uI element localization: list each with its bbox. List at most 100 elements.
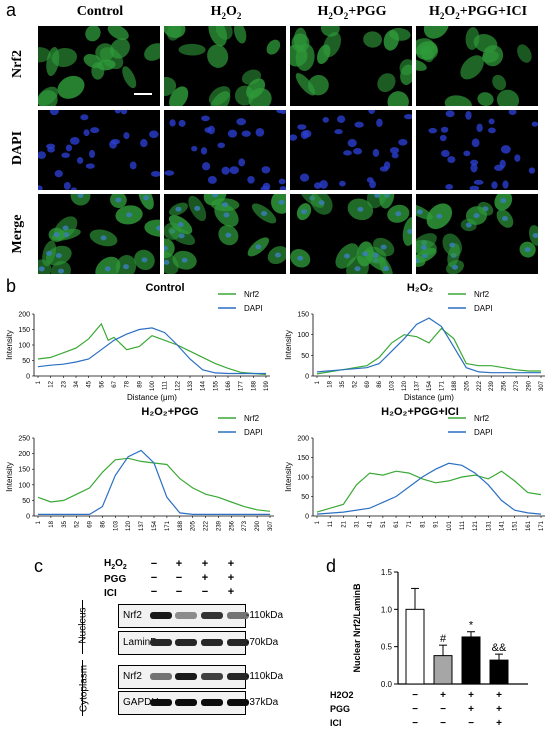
legend-label: DAPI [474,304,493,313]
nucleus-blob [297,255,304,261]
x-tick-label: 188 [452,380,458,391]
micrograph-merge-3 [416,194,538,274]
nucleus-blob [528,167,536,174]
nucleus-blob [38,151,46,159]
chart-title: H₂O₂ [407,282,433,294]
blot-nrf2-2: Nrf2 [118,665,249,689]
x-tick-label: 52 [352,380,358,387]
cell-blob [477,92,494,106]
profile-chart-1: H₂O₂ Nrf2 DAPI 0 50 100 150 1 18 35 52 69 86 103 120 13… [284,282,545,402]
nucleus-blob [114,110,121,114]
nucleus-blob [398,138,408,146]
blot-band [201,673,223,680]
x-tick-label: 307 [539,380,545,391]
nucleus-blob [470,159,479,166]
x-tick-label: 205 [191,520,197,531]
cell-blob [85,26,101,42]
nucleus-blob [494,164,504,171]
cell-blob [38,90,58,106]
cell-blob [169,86,189,106]
nucleus-blob [212,194,219,198]
nucleus-blob [141,257,148,263]
blot-protein-label: Nrf2 [123,610,142,621]
y-tick-label: 1.0 [381,605,393,614]
x-tick-label: 121 [473,520,479,531]
nucleus-blob [343,150,352,156]
nucleus-blob [500,145,511,154]
blot-band [150,612,172,619]
x-tick-label: 155 [213,380,219,391]
chart-legend: Nrf2 DAPI [448,290,493,313]
nucleus-blob [38,185,43,190]
nucleus-blob [175,206,182,212]
nucleus-blob [62,225,69,231]
cell-blob [164,76,177,97]
micrograph-dapi-1 [164,110,286,190]
cell-blob [517,44,532,63]
x-tick-label: 137 [139,520,145,531]
y-tick-label: 150 [18,467,30,474]
nucleus-blob [319,179,328,189]
nucleus-blob [155,225,160,231]
treatment-label-pgg: PGG [330,704,350,714]
treatment-sign: + [496,704,502,715]
x-tick-label: 31 [355,520,361,527]
nucleus-blob [297,124,307,130]
y-tick-label: 50 [22,498,30,505]
nucleus-blob [362,251,369,257]
nucleus-blob [61,152,70,158]
nucleus-blob [347,139,357,148]
wb-sign-ici-3: + [227,586,235,598]
nucleus-blob [69,137,80,145]
nucleus-blob [217,142,226,149]
x-tick-label: 131 [486,520,492,531]
x-tick-label: 89 [137,380,143,387]
cell-blob [444,95,472,106]
nucleus-blob [85,163,95,169]
x-tick-label: 86 [100,520,106,527]
y-tick-label: 0 [26,374,30,381]
nucleus-blob [465,111,472,120]
nucleus-blob [70,187,77,190]
nucleus-blob [428,127,438,134]
nucleus-blob [140,139,148,148]
cell-blob [460,55,484,80]
cell-blob [51,47,77,67]
nucleus-blob [318,200,325,206]
nucleus-blob [164,245,168,251]
x-tick-label: 1 [315,520,321,524]
nucleus-blob [53,232,60,238]
nucleus-blob [354,121,364,128]
nucleus-blob [274,252,281,258]
nucleus-blob [38,266,45,272]
cell-blob [107,26,129,40]
x-tick-label: 151 [513,520,519,531]
x-tick-label: 256 [502,380,508,391]
x-tick-label: 111 [163,380,169,390]
x-tick-label: 18 [49,520,55,527]
cell-blob [99,47,124,70]
nucleus-blob [89,149,96,159]
x-tick-label: 18 [327,380,333,387]
x-tick-label: 273 [242,520,248,531]
nucleus-blob [339,180,346,187]
cell-blob [421,44,439,61]
nucleus-blob [476,123,483,133]
nucleus-blob [500,198,507,204]
cell-blob [377,73,396,93]
nucleus-blob [469,185,480,190]
nucleus-blob [447,156,456,164]
nucleus-blob [416,209,423,215]
x-tick-label: 12 [49,380,55,387]
nucleus-blob [200,147,208,155]
nucleus-blob [261,210,268,216]
x-tick-label: 69 [88,520,94,527]
treatment-sign: − [440,704,446,715]
nucleus-blob [164,259,170,265]
bar-2 [461,636,481,685]
cell-blob [246,78,266,99]
treatment-sign: − [412,704,418,715]
nucleus-blob [465,222,472,228]
nucleus-blob [247,175,255,184]
x-tick-label: 103 [390,380,396,391]
